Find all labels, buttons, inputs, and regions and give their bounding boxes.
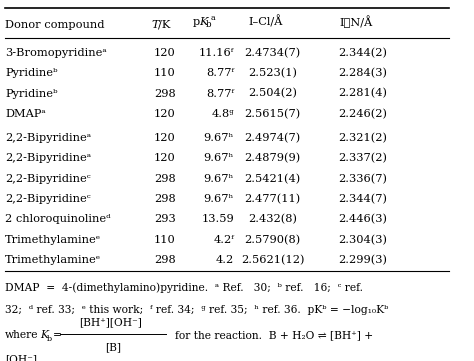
Text: 2.284(3): 2.284(3) (338, 68, 388, 78)
Text: b: b (47, 335, 52, 343)
Text: 2.4974(7): 2.4974(7) (244, 133, 301, 143)
Text: 298: 298 (154, 255, 175, 265)
Text: 9.67ʰ: 9.67ʰ (203, 194, 234, 204)
Text: 9.67ʰ: 9.67ʰ (203, 133, 234, 143)
Text: 2.504(2): 2.504(2) (248, 88, 297, 99)
Text: 9.67ʰ: 9.67ʰ (203, 153, 234, 163)
Text: 2.344(2): 2.344(2) (338, 48, 388, 58)
Text: where: where (5, 330, 39, 340)
Text: b: b (206, 20, 211, 29)
Text: Trimethylamineᵉ: Trimethylamineᵉ (5, 235, 101, 245)
Text: for the reaction.  B + H₂O ⇌ [BH⁺] +: for the reaction. B + H₂O ⇌ [BH⁺] + (175, 330, 373, 340)
Text: 120: 120 (154, 133, 175, 143)
Text: 298: 298 (154, 88, 175, 99)
Text: 8.77ᶠ: 8.77ᶠ (206, 88, 234, 99)
Text: 2.344(7): 2.344(7) (338, 194, 388, 204)
Text: DMAP  =  4-(dimethylamino)pyridine.  ᵃ Ref.   30;  ᵇ ref.   16;  ᶜ ref.: DMAP = 4-(dimethylamino)pyridine. ᵃ Ref.… (5, 283, 363, 293)
Text: 2.523(1): 2.523(1) (248, 68, 297, 78)
Text: 2.337(2): 2.337(2) (338, 153, 388, 164)
Text: [BH⁺][OH⁻]: [BH⁺][OH⁻] (80, 317, 142, 327)
Text: 9.67ʰ: 9.67ʰ (203, 174, 234, 184)
Text: /K: /K (158, 19, 170, 30)
Text: 2 chloroquinolineᵈ: 2 chloroquinolineᵈ (5, 214, 111, 225)
Text: 2.321(2): 2.321(2) (338, 133, 388, 143)
Text: I⋯N/Å: I⋯N/Å (339, 15, 373, 28)
Text: 3-Bromopyridineᵃ: 3-Bromopyridineᵃ (5, 48, 107, 58)
Text: 120: 120 (154, 153, 175, 163)
Text: 110: 110 (154, 235, 175, 245)
Text: 2.246(2): 2.246(2) (338, 109, 388, 119)
Text: I–Cl/Å: I–Cl/Å (248, 16, 283, 28)
Text: 11.16ᶠ: 11.16ᶠ (199, 48, 234, 58)
Text: 2.4879(9): 2.4879(9) (244, 153, 301, 164)
Text: 2.336(7): 2.336(7) (338, 173, 388, 184)
Text: 4.2ᶠ: 4.2ᶠ (213, 235, 234, 245)
Text: 298: 298 (154, 174, 175, 184)
Text: Donor compound: Donor compound (5, 19, 105, 30)
Text: K: K (40, 330, 48, 340)
Text: 8.77ᶠ: 8.77ᶠ (206, 68, 234, 78)
Text: 2.5790(8): 2.5790(8) (244, 235, 301, 245)
Text: 2,2-Bipyridineᵃ: 2,2-Bipyridineᵃ (5, 153, 91, 163)
Text: =: = (53, 330, 62, 340)
Text: 2.5615(7): 2.5615(7) (244, 109, 301, 119)
Text: Pyridineᵇ: Pyridineᵇ (5, 88, 58, 99)
Text: 110: 110 (154, 68, 175, 78)
Text: 2.4734(7): 2.4734(7) (244, 48, 301, 58)
Text: 2,2-Bipyridineᶜ: 2,2-Bipyridineᶜ (5, 174, 91, 184)
Text: 298: 298 (154, 194, 175, 204)
Text: DMAPᵃ: DMAPᵃ (5, 109, 46, 119)
Text: 4.8ᵍ: 4.8ᵍ (211, 109, 234, 119)
Text: 2.281(4): 2.281(4) (338, 88, 388, 99)
Text: 120: 120 (154, 48, 175, 58)
Text: a: a (211, 14, 216, 22)
Text: 2.5421(4): 2.5421(4) (244, 173, 301, 184)
Text: 2.432(8): 2.432(8) (248, 214, 297, 225)
Text: p: p (193, 17, 201, 27)
Text: 2.299(3): 2.299(3) (338, 255, 388, 265)
Text: T: T (152, 19, 159, 30)
Text: [OH⁻].: [OH⁻]. (5, 355, 41, 361)
Text: K: K (199, 17, 208, 27)
Text: 4.2: 4.2 (216, 255, 234, 265)
Text: 2,2-Bipyridineᶜ: 2,2-Bipyridineᶜ (5, 194, 91, 204)
Text: 2.477(11): 2.477(11) (244, 194, 301, 204)
Text: [B]: [B] (105, 343, 121, 353)
Text: 120: 120 (154, 109, 175, 119)
Text: 2.446(3): 2.446(3) (338, 214, 388, 225)
Text: Trimethylamineᵉ: Trimethylamineᵉ (5, 255, 101, 265)
Text: 32;  ᵈ ref. 33;  ᵉ this work;  ᶠ ref. 34;  ᵍ ref. 35;  ʰ ref. 36.  pKᵇ = −log₁₀K: 32; ᵈ ref. 33; ᵉ this work; ᶠ ref. 34; ᵍ… (5, 305, 389, 314)
Text: 2,2-Bipyridineᵃ: 2,2-Bipyridineᵃ (5, 133, 91, 143)
Text: 2.5621(12): 2.5621(12) (241, 255, 304, 265)
Text: Pyridineᵇ: Pyridineᵇ (5, 68, 58, 78)
Text: 293: 293 (154, 214, 175, 225)
Text: 13.59: 13.59 (201, 214, 234, 225)
Text: 2.304(3): 2.304(3) (338, 235, 388, 245)
